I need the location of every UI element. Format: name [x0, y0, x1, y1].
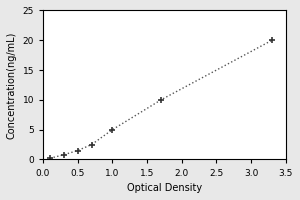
X-axis label: Optical Density: Optical Density [127, 183, 202, 193]
Y-axis label: Concentration(ng/mL): Concentration(ng/mL) [7, 31, 17, 139]
